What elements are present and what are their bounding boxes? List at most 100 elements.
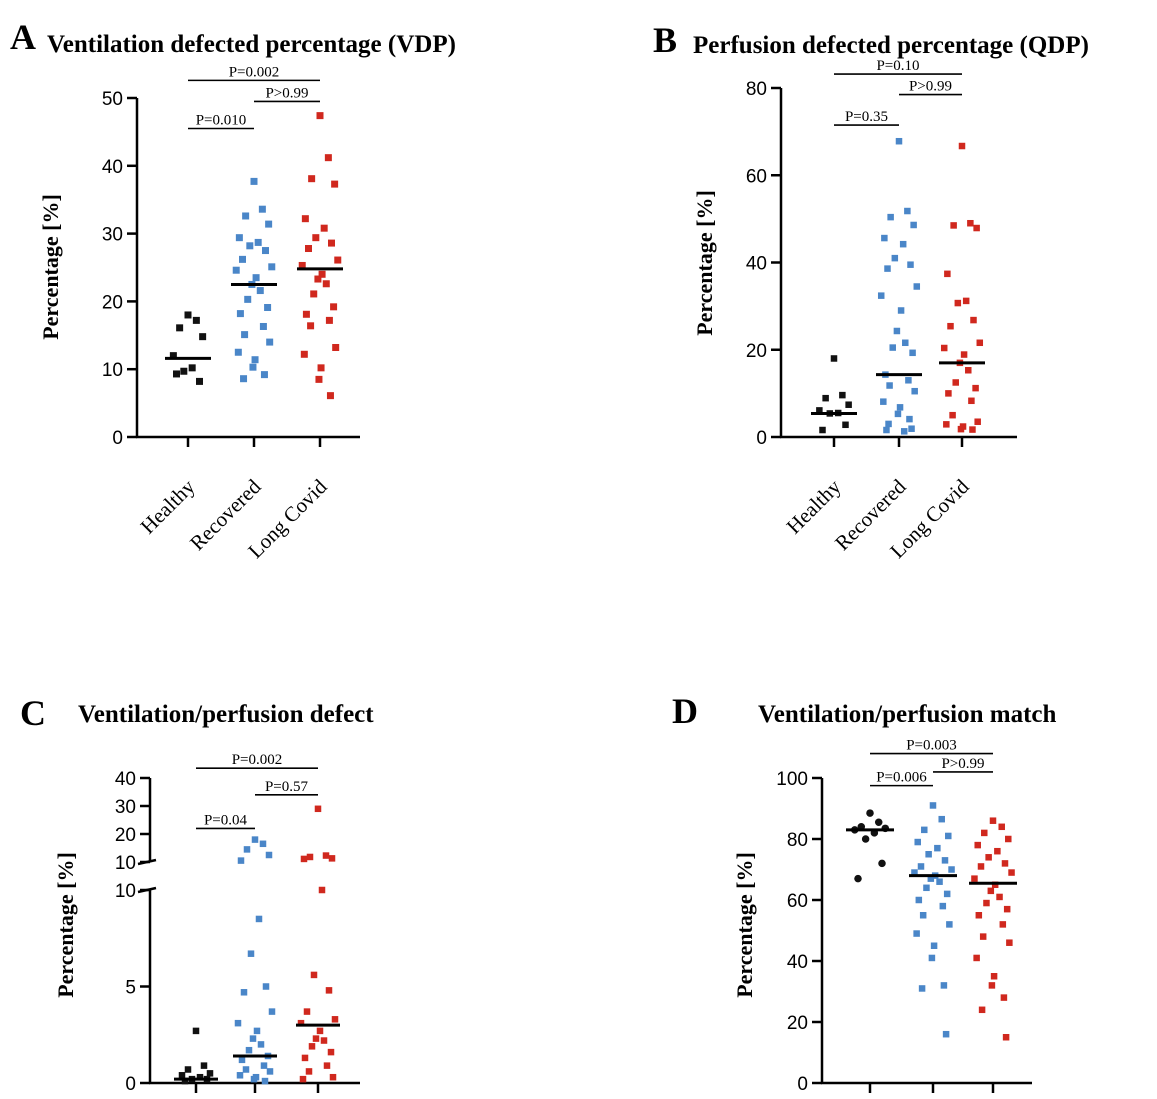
series-recovered — [909, 802, 957, 1038]
data-point — [874, 818, 883, 826]
data-point — [913, 930, 920, 937]
y-tick-label: 60 — [787, 891, 808, 912]
data-point — [241, 331, 249, 339]
y-tick-label: 0 — [125, 1074, 136, 1095]
data-point — [305, 245, 312, 253]
data-point — [971, 875, 978, 882]
data-point — [929, 802, 937, 809]
data-point — [188, 364, 196, 372]
data-point — [822, 394, 829, 402]
data-point — [941, 857, 949, 864]
data-point — [878, 859, 886, 868]
data-point — [178, 1072, 186, 1079]
data-point — [947, 322, 954, 330]
data-point — [866, 809, 874, 817]
data-point — [237, 857, 245, 864]
data-point — [970, 316, 977, 324]
data-point — [930, 942, 938, 949]
data-point — [972, 384, 979, 392]
data-point — [943, 890, 951, 898]
y-tick-label: 30 — [115, 797, 136, 818]
data-point — [996, 893, 1003, 901]
data-point — [839, 391, 846, 399]
data-point — [989, 817, 997, 824]
data-point — [990, 973, 998, 980]
data-point — [883, 426, 890, 434]
data-point — [908, 425, 915, 432]
data-point — [915, 896, 923, 904]
data-point — [316, 112, 324, 120]
data-point — [322, 852, 330, 859]
data-point — [944, 270, 951, 278]
data-point — [979, 933, 987, 940]
data-point — [940, 344, 948, 352]
data-point — [308, 175, 316, 183]
panel-letter: A — [10, 17, 36, 57]
y-tick-label: 50 — [102, 89, 123, 110]
data-point — [962, 297, 970, 305]
data-point — [940, 982, 948, 989]
data-point — [958, 142, 966, 150]
data-point — [266, 338, 274, 346]
data-point — [255, 915, 263, 923]
data-point — [943, 421, 950, 428]
data-point — [925, 851, 932, 858]
data-point — [939, 902, 947, 910]
data-point — [331, 180, 339, 188]
data-point — [265, 220, 273, 228]
panel-letter: C — [20, 693, 46, 733]
data-point — [305, 1068, 313, 1075]
data-point — [945, 832, 952, 840]
data-point — [918, 985, 926, 992]
data-point — [854, 874, 862, 883]
panel-c: C Ventilation/perfusion defect 0 5 10 10 20 30 4… — [20, 693, 374, 1095]
data-point — [332, 344, 340, 352]
data-point — [180, 367, 188, 375]
data-point — [978, 1006, 986, 1014]
y-tick-label: 40 — [787, 952, 808, 973]
data-point — [1001, 860, 1009, 867]
data-point — [994, 847, 1001, 855]
panel-b: B Perfusion defected percentage (QDP) 0 20 4… — [653, 20, 1089, 563]
p-value-label: P=0.002 — [232, 752, 283, 768]
data-point — [904, 207, 911, 215]
y-tick-label: 5 — [125, 978, 136, 999]
data-point — [243, 846, 251, 853]
data-point — [895, 137, 903, 145]
data-point — [315, 375, 323, 383]
data-point — [232, 266, 240, 274]
data-point — [268, 263, 276, 271]
data-point — [239, 255, 246, 263]
data-point — [928, 954, 936, 962]
data-point — [314, 805, 322, 813]
data-point — [923, 884, 930, 892]
y-tick-label: 100 — [776, 769, 808, 790]
data-point — [896, 404, 904, 411]
data-point — [317, 364, 325, 372]
data-point — [301, 215, 309, 223]
data-point — [298, 261, 306, 269]
data-point — [260, 371, 268, 379]
data-point — [176, 324, 184, 332]
data-point — [885, 420, 892, 428]
data-point — [973, 954, 980, 962]
data-point — [252, 274, 260, 282]
data-point — [314, 275, 322, 283]
data-point — [988, 982, 996, 989]
data-point — [257, 1041, 265, 1048]
data-point — [1005, 835, 1012, 843]
y-tick-label: 0 — [797, 1074, 808, 1095]
data-point — [268, 1008, 276, 1015]
data-point — [238, 1056, 246, 1064]
y-tick-label: 10 — [115, 881, 136, 902]
data-point — [998, 823, 1005, 831]
data-point — [312, 234, 320, 242]
data-point — [960, 351, 968, 358]
data-point — [256, 287, 264, 295]
p-value-label: P=0.04 — [204, 812, 248, 828]
data-point — [303, 1008, 311, 1015]
y-tick-label: 10 — [115, 853, 136, 874]
data-point — [302, 310, 310, 318]
data-point — [967, 219, 974, 227]
panel-d: D Ventilation/perfusion match 0 20 40 60 80 100… — [672, 691, 1056, 1095]
